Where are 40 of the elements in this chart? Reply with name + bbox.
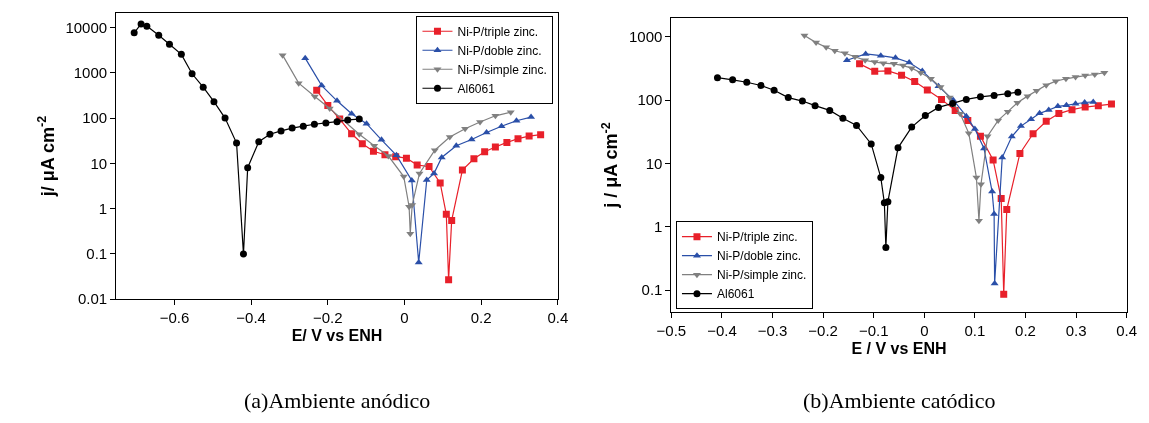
x-axis-title: E/ V vs ENH [291,326,383,344]
y-tick-label: 100 [82,109,108,127]
y-tick-label: 1000 [629,28,663,46]
legend-label: Al6061 [457,81,496,96]
x-tick-label: −0.2 [808,322,838,340]
x-tick-label: −0.1 [858,322,889,340]
y-tick-label: 0.01 [77,290,108,308]
legend-label: Ni-P/doble zinc. [716,249,802,264]
x-tick-label: −0.5 [656,322,687,340]
x-tick-label: 0.4 [1116,322,1138,340]
y-tick-label: 0.1 [641,281,663,299]
x-tick-label: −0.4 [236,309,266,327]
y-tick-label: 100 [637,91,663,109]
y-tick-label: 10 [90,154,108,172]
x-axis-title: E / V vs ENH [851,339,947,357]
x-tick-label: 0.3 [1065,322,1087,340]
x-tick-label: 0.2 [1015,322,1036,340]
x-tick-label: −0.4 [707,322,737,340]
x-tick-label: 0.1 [964,322,986,340]
x-tick-label: −0.6 [159,309,190,327]
legend-label: Ni-P/simple zinc. [457,62,547,77]
x-tick-label: 0 [920,322,929,340]
x-tick-label: 0.2 [470,309,492,327]
y-tick-label: 0.1 [86,245,108,263]
x-tick-label: 0 [400,309,409,327]
y-tick-label: 1 [98,199,108,217]
legend-label: Ni-P/triple zinc. [457,24,539,39]
y-tick-label: 10 [645,154,663,172]
y-tick-label: 1000 [73,64,108,81]
text: (b)Ambiente catódico [803,388,996,413]
text: (a)Ambiente anódico [244,388,431,413]
x-tick-label: −0.2 [313,309,343,327]
legend-label: Ni-P/triple zinc. [716,230,798,245]
legend-label: Ni-P/simple zinc. [716,268,807,283]
x-tick-label: −0.3 [757,322,788,340]
y-tick-label: 10000 [65,18,108,36]
y-tick-label: 1 [654,218,663,236]
x-tick-label: 0.4 [547,309,569,327]
legend-label: Ni-P/doble zinc. [457,43,542,58]
legend-label: Al6061 [716,287,755,302]
